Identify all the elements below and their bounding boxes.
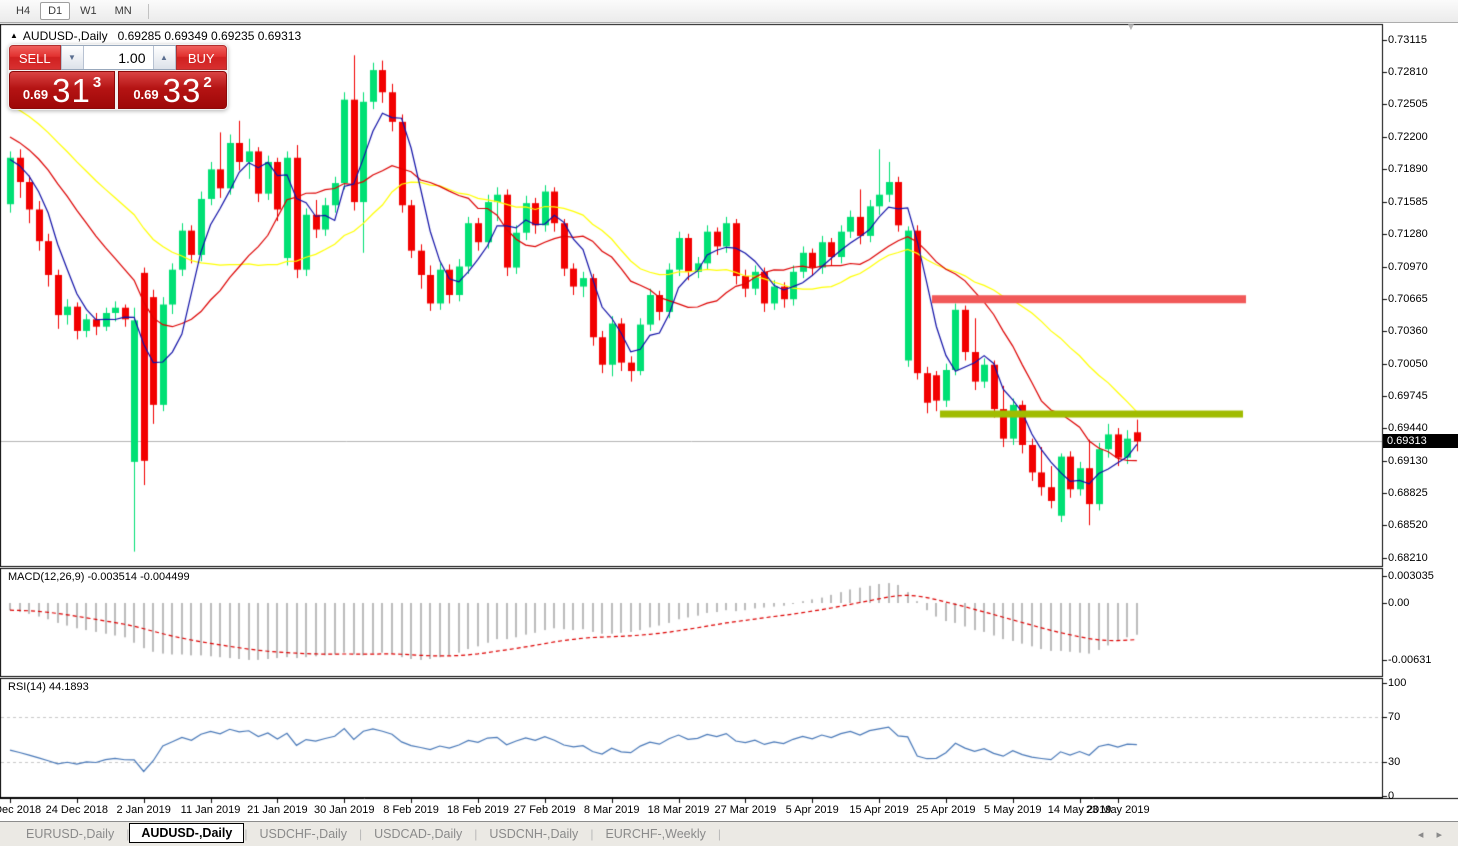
date-axis-label: 23 May 2019 bbox=[1085, 804, 1150, 816]
macd-label: MACD(12,26,9) -0.003514 -0.004499 bbox=[8, 571, 190, 583]
price-axis-label: 0.69440 bbox=[1388, 422, 1428, 435]
chart-tabs-bar: EURUSD-,Daily | AUDUSD-,Daily | USDCHF-,Dail… bbox=[0, 821, 1458, 846]
price-axis-label: 0.69745 bbox=[1388, 389, 1428, 402]
sell-price-point: 3 bbox=[92, 74, 102, 91]
timeframe-button-w1[interactable]: W1 bbox=[80, 5, 97, 17]
date-axis-label: 8 Feb 2019 bbox=[383, 804, 439, 816]
date-axis-label: 25 Apr 2019 bbox=[916, 804, 976, 816]
buy-price-box[interactable]: 0.69 33 2 bbox=[118, 71, 227, 109]
rsi-axis-label: 70 bbox=[1388, 710, 1401, 723]
date-axis-label: 14 May 2019 bbox=[1047, 804, 1112, 816]
price-axis-label: 0.70970 bbox=[1388, 260, 1428, 273]
price-axis-label: 0.71585 bbox=[1388, 195, 1428, 208]
tab-separator: | bbox=[244, 827, 248, 841]
date-axis-label: 18 Feb 2019 bbox=[447, 804, 509, 816]
date-axis-label: 14 Dec 2018 bbox=[0, 804, 42, 816]
rsi-axis-label: 100 bbox=[1388, 677, 1407, 689]
volume-stepper: ▼ ▲ bbox=[60, 45, 176, 70]
rsi-label: RSI(14) 44.1893 bbox=[8, 681, 89, 693]
tab-usdchf-daily[interactable]: USDCHF-,Daily bbox=[259, 827, 347, 841]
date-axis-label: 30 Jan 2019 bbox=[313, 804, 375, 816]
date-axis-label: 8 Mar 2019 bbox=[583, 804, 640, 816]
toolbar-divider bbox=[147, 3, 149, 19]
chart-title: ▲ AUDUSD-,Daily 0.69285 0.69349 0.69235 0.… bbox=[10, 29, 301, 43]
price-axis-label: 0.72810 bbox=[1388, 66, 1428, 79]
volume-increase-icon[interactable]: ▲ bbox=[152, 46, 176, 69]
timeframe-button-d1[interactable]: D1 bbox=[40, 2, 71, 20]
chart-ohlc-values: 0.69285 0.69349 0.69235 0.69313 bbox=[117, 29, 302, 43]
date-axis-label: 24 Dec 2018 bbox=[45, 804, 109, 816]
scroll-to-end-marker-icon[interactable]: ▼ bbox=[1126, 22, 1136, 33]
price-axis-label: 0.72505 bbox=[1388, 98, 1428, 111]
one-click-trading-panel: SELL ▼ ▲ BUY 0.69 31 3 0.69 33 2 bbox=[8, 44, 228, 110]
tab-scroll-left-icon[interactable]: ◂ bbox=[1417, 829, 1424, 841]
tab-usdcnh-daily[interactable]: USDCNH-,Daily bbox=[489, 827, 579, 841]
macd-axis-label: 0.003035 bbox=[1388, 569, 1434, 582]
macd-axis-label: 0.00 bbox=[1388, 597, 1410, 609]
tab-usdcad-daily[interactable]: USDCAD-,Daily bbox=[374, 827, 463, 841]
timeframe-toolbar: H4 D1 W1 MN bbox=[0, 0, 1458, 23]
tab-separator: | bbox=[126, 827, 130, 841]
date-axis-label: 5 Apr 2019 bbox=[785, 804, 839, 816]
date-axis-label: 5 May 2019 bbox=[984, 804, 1042, 816]
tab-audusd-daily[interactable]: AUDUSD-,Daily bbox=[129, 823, 245, 843]
tab-scroll-right-icon[interactable]: ▸ bbox=[1436, 829, 1442, 841]
date-axis-label: 15 Apr 2019 bbox=[849, 804, 909, 816]
volume-decrease-icon[interactable]: ▼ bbox=[60, 46, 84, 69]
date-axis-label: 27 Mar 2019 bbox=[714, 804, 777, 816]
current-price-tag: 0.69313 bbox=[1383, 434, 1458, 448]
sell-price-pips: 31 bbox=[52, 72, 91, 109]
sell-price-box[interactable]: 0.69 31 3 bbox=[9, 71, 115, 109]
tab-separator: | bbox=[590, 827, 594, 841]
price-axis-label: 0.72200 bbox=[1388, 130, 1428, 143]
sell-price-prefix: 0.69 bbox=[22, 87, 49, 102]
collapse-triangle-icon[interactable]: ▲ bbox=[10, 31, 18, 40]
buy-price-point: 2 bbox=[203, 74, 212, 91]
date-axis-label: 27 Feb 2019 bbox=[513, 804, 576, 816]
buy-price-prefix: 0.69 bbox=[133, 87, 159, 102]
chart-symbol-label: AUDUSD-,Daily bbox=[22, 29, 108, 43]
price-axis-label: 0.69130 bbox=[1388, 454, 1428, 467]
rsi-axis-label: 30 bbox=[1388, 756, 1401, 769]
tab-scroll-arrows: ◂ ▸ bbox=[1408, 828, 1442, 841]
tab-eurusd-daily[interactable]: EURUSD-,Daily bbox=[26, 827, 115, 841]
rsi-axis-label: 0 bbox=[1388, 790, 1395, 802]
price-axis-label: 0.71280 bbox=[1388, 227, 1428, 240]
price-axis-label: 0.70050 bbox=[1388, 357, 1428, 370]
tab-separator: | bbox=[717, 827, 722, 841]
buy-button[interactable]: BUY bbox=[175, 45, 227, 70]
date-axis-label: 2 Jan 2019 bbox=[116, 804, 171, 816]
price-axis-label: 0.73115 bbox=[1388, 34, 1427, 46]
date-axis-label: 18 Mar 2019 bbox=[647, 804, 710, 816]
volume-input[interactable] bbox=[83, 46, 153, 69]
price-axis-label: 0.70665 bbox=[1388, 292, 1428, 305]
macd-axis-label: -0.00631 bbox=[1388, 653, 1432, 666]
price-axis-label: 0.68520 bbox=[1388, 519, 1428, 532]
price-axis-label: 0.68825 bbox=[1388, 487, 1428, 500]
date-axis-label: 21 Jan 2019 bbox=[247, 804, 308, 816]
date-axis-label: 11 Jan 2019 bbox=[180, 804, 241, 816]
sell-button[interactable]: SELL bbox=[9, 45, 61, 70]
price-axis-label: 0.68210 bbox=[1388, 551, 1428, 564]
timeframe-button-h4[interactable]: H4 bbox=[16, 5, 31, 17]
tab-separator: | bbox=[474, 827, 478, 841]
tab-separator: | bbox=[358, 827, 363, 841]
timeframe-button-mn[interactable]: MN bbox=[114, 5, 132, 17]
price-axis-label: 0.70360 bbox=[1388, 324, 1428, 337]
price-axis-label: 0.71890 bbox=[1388, 163, 1428, 176]
tab-eurchf-weekly[interactable]: EURCHF-,Weekly bbox=[605, 827, 706, 841]
buy-price-pips: 33 bbox=[162, 72, 202, 109]
